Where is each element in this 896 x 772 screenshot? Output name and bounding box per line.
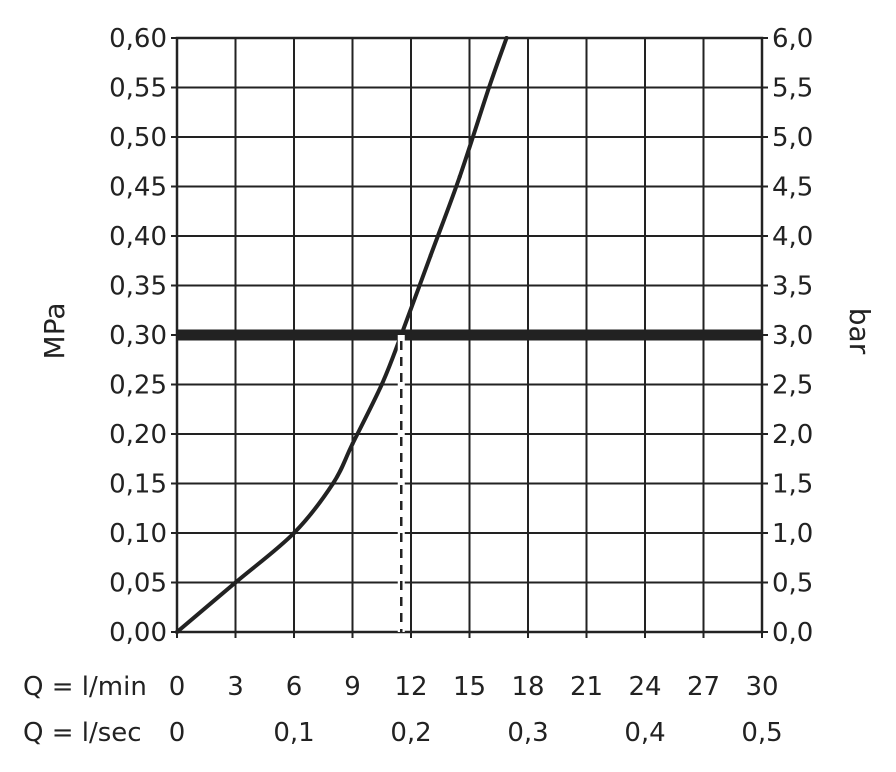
x-tick-label: 0,5 [741, 718, 782, 748]
curve-point [379, 382, 384, 387]
x-tick-label: 12 [394, 672, 427, 702]
y-tick-label-right: 6,0 [772, 24, 813, 54]
y-tick-label-left: 0,25 [109, 371, 167, 401]
curve-point [428, 253, 433, 258]
y-tick-label-right: 5,0 [772, 123, 813, 153]
y-tick-label-left: 0,00 [109, 618, 167, 648]
curve-point [504, 36, 509, 40]
x-tick-label: 18 [511, 672, 544, 702]
x-tick-label: 6 [286, 672, 303, 702]
x-tick-label: 15 [453, 672, 486, 702]
y-tick-labels-right: 0,0 0,5 1,0 1,5 2,0 2,5 3,0 3,5 4,0 4,5 5,0 5,5 6,0 [772, 24, 813, 648]
y-axis-title-left: MPa [38, 303, 71, 360]
curve-point [457, 174, 462, 179]
curve-point [487, 85, 491, 90]
y-tick-label-right: 4,5 [772, 173, 813, 203]
x-tick-label: 30 [745, 672, 778, 702]
y-tick-labels-left: 0,00 0,05 0,10 0,15 0,20 0,25 0,30 0,35 0,40 0,45… [109, 24, 167, 648]
x-tick-label: 24 [628, 672, 661, 702]
y-tick-label-left: 0,10 [109, 519, 167, 549]
y-tick-label-left: 0,45 [109, 173, 167, 203]
curve-point [175, 630, 179, 634]
x-tick-label: 21 [570, 672, 603, 702]
y-tick-label-left: 0,40 [109, 222, 167, 252]
y-tick-label-right: 5,5 [772, 74, 813, 104]
curve-point [292, 531, 296, 535]
reference-layer [177, 329, 762, 632]
y-tick-label-right: 3,5 [772, 272, 813, 302]
y-tick-label-left: 0,55 [109, 74, 167, 104]
y-tick-label-right: 1,0 [772, 519, 813, 549]
x-row-label: Q = l/min [23, 672, 147, 702]
x-tick-label: 0,2 [390, 718, 431, 748]
x-tick-label: 0,4 [624, 718, 665, 748]
y-tick-label-left: 0,30 [109, 321, 167, 351]
x-tick-label: 9 [344, 672, 361, 702]
y-tick-label-left: 0,20 [109, 420, 167, 450]
y-tick-label-left: 0,15 [109, 470, 167, 500]
y-tick-label-right: 4,0 [772, 222, 813, 252]
y-tick-label-right: 2,0 [772, 420, 813, 450]
x-tick-label: 0,1 [273, 718, 314, 748]
y-tick-label-right: 0,0 [772, 618, 813, 648]
curve-point [331, 481, 335, 486]
x-tick-label: 3 [227, 672, 244, 702]
y-tick-label-right: 0,5 [772, 569, 813, 599]
y-tick-label-left: 0,05 [109, 569, 167, 599]
y-tick-label-left: 0,60 [109, 24, 167, 54]
y-axis-title-right: bar [843, 308, 876, 355]
x-tick-label: 0 [169, 672, 186, 702]
y-tick-label-left: 0,35 [109, 272, 167, 302]
x-tick-label: 0,3 [507, 718, 548, 748]
x-tick-label: 0 [169, 718, 186, 748]
y-tick-label-left: 0,50 [109, 123, 167, 153]
x-row-label: Q = l/sec [23, 718, 142, 748]
y-tick-label-right: 2,5 [772, 371, 813, 401]
y-tick-label-right: 1,5 [772, 470, 813, 500]
curve-point [350, 441, 355, 446]
flow-curve [175, 36, 509, 634]
curve-point [233, 580, 238, 585]
x-tick-label: 27 [687, 672, 720, 702]
x-tick-labels: Q = l/min 0 3 6 9 12 15 18 21 24 27 30 Q = l/sec 0 0,1… [23, 672, 783, 748]
y-tick-label-right: 3,0 [772, 321, 813, 351]
